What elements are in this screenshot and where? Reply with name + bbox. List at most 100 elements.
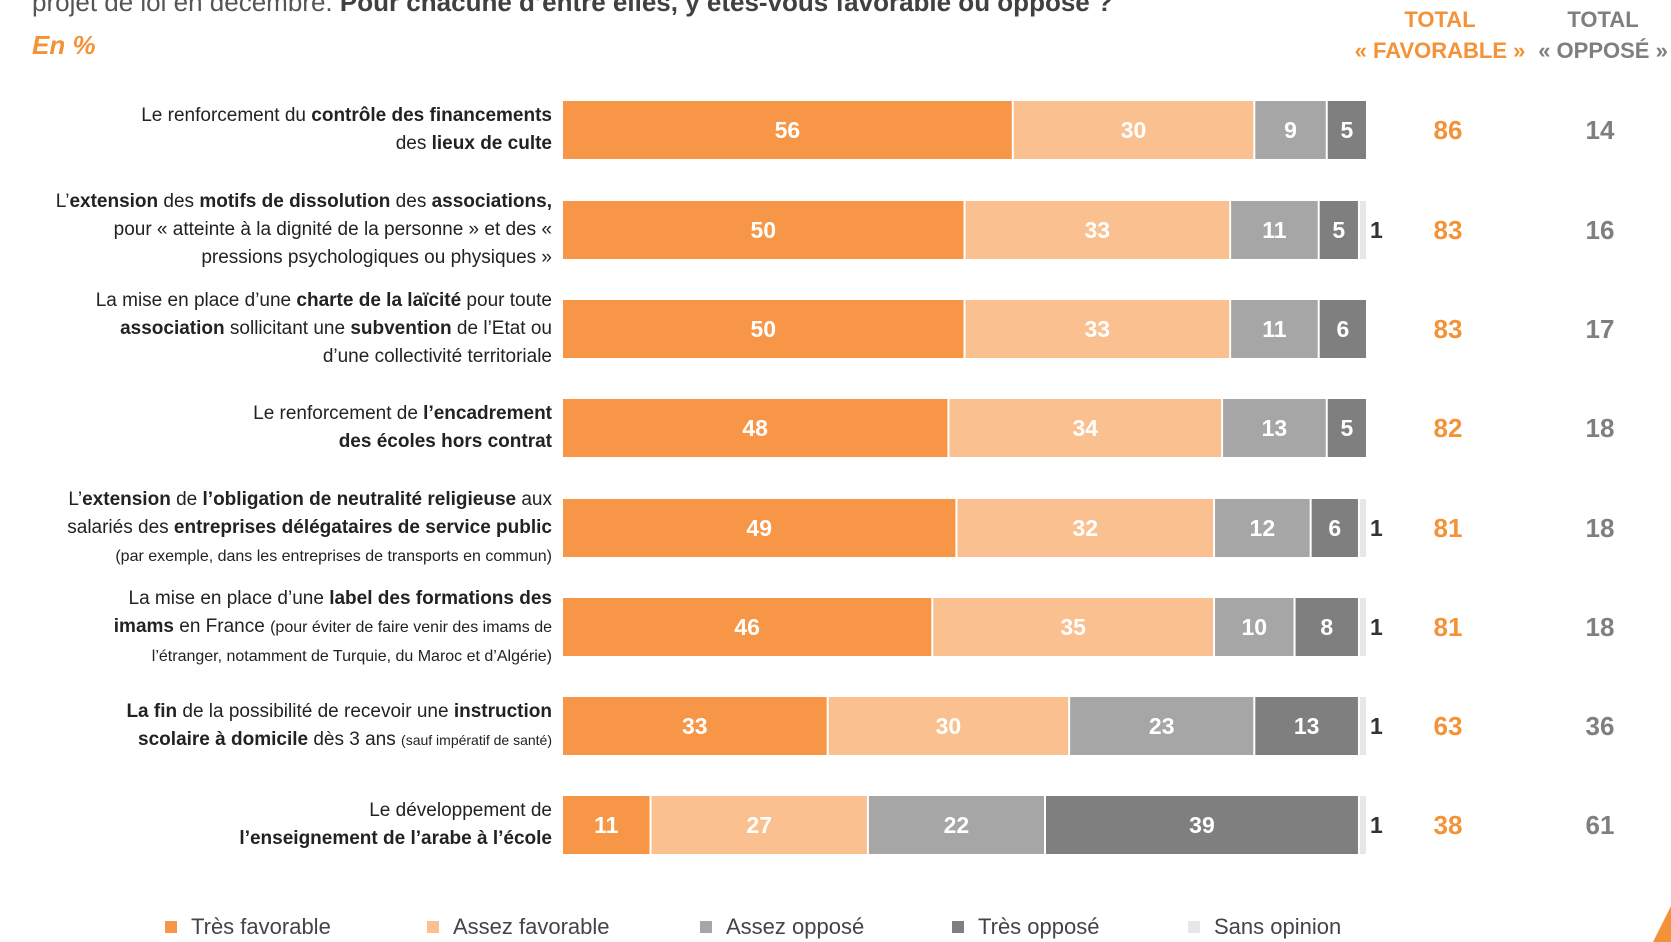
label-bold-text: associations, xyxy=(431,191,552,212)
legend-label: Très favorable xyxy=(191,914,331,939)
legend-item: Très opposé xyxy=(952,914,1099,940)
legend-item: Assez opposé xyxy=(700,914,864,940)
label-text: La mise en place d’une xyxy=(95,290,297,311)
bar-segment-assez-favorable xyxy=(949,399,1222,457)
label-bold-text: extension xyxy=(82,489,171,510)
total-favorable-value: 81 xyxy=(1434,612,1463,642)
category-label: L’extension des motifs de dissolution de… xyxy=(0,188,552,272)
legend-label: Assez opposé xyxy=(726,914,865,939)
total-oppose-value: 17 xyxy=(1586,314,1615,344)
data-label-sans-opinion: 1 xyxy=(1370,217,1383,243)
category-label: L’extension de l’obligation de neutralit… xyxy=(0,486,552,571)
bar-segment-tres-favorable xyxy=(563,300,964,358)
legend-label: Assez favorable xyxy=(453,914,610,939)
bar-segment-assez-oppose xyxy=(1215,598,1294,656)
label-text: dès 3 ans xyxy=(308,729,402,750)
bar-segment-tres-oppose xyxy=(1327,101,1366,159)
legend-swatch xyxy=(700,921,712,933)
bar-segment-assez-oppose xyxy=(1255,101,1326,159)
data-label-tres-oppose: 13 xyxy=(1294,713,1320,739)
bar-segment-tres-oppose xyxy=(1295,598,1358,656)
label-bold-text: La fin xyxy=(126,701,178,722)
data-label-tres-oppose: 6 xyxy=(1336,316,1349,342)
label-text: l’étranger, notamment de Turquie, du Mar… xyxy=(151,648,552,665)
total-favorable-header-line2: « FAVORABLE » xyxy=(1354,38,1526,63)
label-text: Le renforcement du xyxy=(141,105,312,126)
legend-swatch xyxy=(427,921,439,933)
label-text: des xyxy=(390,191,432,212)
bar-segment-assez-oppose xyxy=(868,796,1044,854)
total-favorable-header: TOTAL « FAVORABLE » xyxy=(1340,4,1540,66)
label-bold-text: l’encadrement xyxy=(423,403,552,424)
total-favorable-value: 38 xyxy=(1434,810,1463,840)
bar-segment-assez-oppose xyxy=(1223,399,1326,457)
bar-segment-tres-oppose xyxy=(1255,697,1358,755)
legend-item: Très favorable xyxy=(165,914,331,940)
data-label-assez-oppose: 23 xyxy=(1149,713,1175,739)
data-label-sans-opinion: 1 xyxy=(1370,515,1383,541)
label-text: L’ xyxy=(68,489,83,510)
bar-segment-assez-favorable xyxy=(933,598,1214,656)
category-label: Le renforcement de l’encadrement des écol… xyxy=(0,400,552,456)
total-oppose-value: 18 xyxy=(1586,513,1615,543)
bar-segment-assez-oppose xyxy=(1231,201,1318,259)
total-oppose-value: 18 xyxy=(1586,612,1615,642)
label-text: sollicitant une xyxy=(224,318,351,339)
bar-segment-tres-oppose xyxy=(1319,201,1358,259)
bar-segment-tres-oppose xyxy=(1319,300,1366,358)
bar-segment-tres-favorable xyxy=(563,499,956,557)
unit-label: En % xyxy=(32,30,96,60)
data-label-assez-oppose: 10 xyxy=(1242,614,1268,640)
data-label-assez-favorable: 32 xyxy=(1072,515,1098,541)
question-text: projet de loi en décembre. Pour chacune … xyxy=(32,0,1113,18)
data-label-tres-favorable: 50 xyxy=(750,217,776,243)
category-label: La mise en place d’une label des formati… xyxy=(0,585,552,671)
total-oppose-value: 61 xyxy=(1586,810,1615,840)
total-oppose-value: 18 xyxy=(1586,413,1615,443)
bar-segment-assez-favorable xyxy=(965,300,1230,358)
data-label-sans-opinion: 1 xyxy=(1370,812,1383,838)
bar-segment-sans-opinion xyxy=(1359,598,1366,656)
question-start: projet de loi en décembre. xyxy=(32,0,340,17)
total-oppose-value: 36 xyxy=(1586,711,1615,741)
label-bold-text: subvention xyxy=(350,318,452,339)
legend-label: Très opposé xyxy=(978,914,1100,939)
bar-segment-tres-favorable xyxy=(563,697,827,755)
data-label-assez-oppose: 22 xyxy=(944,812,970,838)
bar-segment-tres-favorable xyxy=(563,399,948,457)
bar-segment-assez-favorable xyxy=(828,697,1069,755)
label-text: aux xyxy=(516,489,552,510)
label-text: d’une collectivité territoriale xyxy=(322,346,552,367)
category-label: Le renforcement du contrôle des financem… xyxy=(0,102,552,158)
legend-item: Sans opinion xyxy=(1188,914,1341,940)
bar-segment-tres-oppose xyxy=(1311,499,1358,557)
label-text: pour « atteinte à la dignité de la perso… xyxy=(113,219,552,240)
bar-segment-assez-oppose xyxy=(1070,697,1254,755)
data-label-assez-favorable: 33 xyxy=(1085,316,1111,342)
label-text: de l’Etat ou xyxy=(451,318,552,339)
total-oppose-value: 14 xyxy=(1586,115,1615,145)
label-bold-text: imams xyxy=(113,616,174,637)
data-label-tres-favorable: 56 xyxy=(775,117,801,143)
category-label: La fin de la possibilité de recevoir une… xyxy=(0,698,552,754)
bar-segment-assez-oppose xyxy=(1215,499,1310,557)
legend-swatch xyxy=(165,921,177,933)
label-bold-text: extension xyxy=(69,191,159,212)
legend-label: Sans opinion xyxy=(1214,914,1342,939)
data-label-assez-favorable: 27 xyxy=(746,812,772,838)
bar-segment-assez-favorable xyxy=(957,499,1214,557)
label-bold-text: des écoles hors contrat xyxy=(338,431,552,452)
data-label-tres-favorable: 49 xyxy=(746,515,772,541)
total-oppose-value: 16 xyxy=(1586,215,1615,245)
category-label: Le développement de l’enseignement de l’a… xyxy=(0,797,552,853)
label-bold-text: l’enseignement de l’arabe à l’école xyxy=(239,828,552,849)
label-bold-text: association xyxy=(120,318,225,339)
chart-legend: Très favorable Assez favorable Assez oppos… xyxy=(0,914,1671,942)
label-text: Le développement de xyxy=(369,800,552,821)
question-bold: Pour chacune d’entre elles, y êtes-vous … xyxy=(339,0,1113,17)
bar-segment-assez-favorable xyxy=(965,201,1230,259)
label-text: de xyxy=(170,489,203,510)
bar-segment-tres-favorable xyxy=(563,598,932,656)
label-text: L’ xyxy=(55,191,70,212)
data-label-sans-opinion: 1 xyxy=(1370,713,1383,739)
